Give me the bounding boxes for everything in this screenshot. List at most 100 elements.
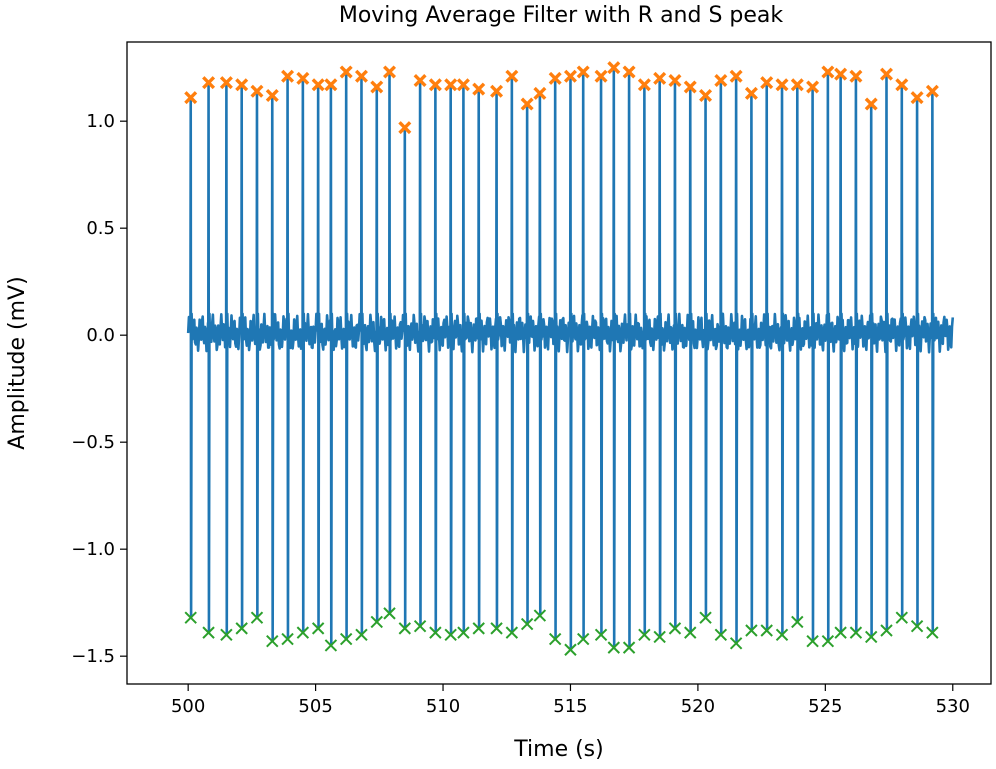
s-peak-marker <box>398 622 412 635</box>
x-tick-label: 500 <box>171 696 205 717</box>
r-peak-marker <box>548 71 562 85</box>
s-peak-marker <box>339 632 353 646</box>
s-peak-marker <box>910 620 924 633</box>
r-peak-marker <box>729 69 743 83</box>
signal-layer <box>186 66 955 652</box>
s-peak-marker <box>638 628 651 641</box>
r-peak-marker <box>925 84 939 98</box>
s-peak-markers <box>184 607 939 656</box>
chart-title: Moving Average Filter with R and S peak <box>339 3 784 28</box>
s-peak-marker <box>684 626 697 639</box>
s-peak-marker <box>429 626 442 639</box>
r-peak-marker <box>653 71 667 85</box>
r-peak-marker <box>683 80 697 94</box>
s-peak-marker <box>520 617 534 631</box>
r-peak-marker <box>637 78 651 92</box>
x-axis-label: Time (s) <box>513 737 603 762</box>
y-tick-label: 0.5 <box>86 218 115 239</box>
s-peak-marker <box>457 626 470 639</box>
r-peak-marker <box>806 80 820 94</box>
s-peak-marker <box>281 632 294 646</box>
s-peak-marker <box>834 626 847 639</box>
ecg-signal-line <box>186 66 955 652</box>
s-peak-marker <box>729 637 743 650</box>
r-peak-marker <box>339 65 353 79</box>
x-tick-label: 520 <box>681 696 715 717</box>
s-peak-marker <box>791 615 804 629</box>
y-tick-label: 0.0 <box>86 325 115 346</box>
r-peak-marker <box>472 82 486 96</box>
r-peak-marker <box>235 78 249 92</box>
x-tick-label: 510 <box>426 696 460 717</box>
r-peak-marker <box>383 65 397 79</box>
s-peak-marker <box>413 620 427 633</box>
y-axis-label: Amplitude (mV) <box>5 276 30 449</box>
s-peak-marker <box>266 634 279 648</box>
r-peak-marker <box>444 78 458 92</box>
r-peak-marker <box>775 78 789 92</box>
s-peak-marker <box>880 624 893 637</box>
s-peak-marker <box>220 628 233 641</box>
r-peak-marker <box>760 76 774 90</box>
r-peak-marker <box>533 86 547 100</box>
s-peak-marker <box>607 641 621 654</box>
r-peak-marker <box>744 86 758 100</box>
r-peak-marker <box>456 78 470 92</box>
r-peak-marker <box>520 97 534 111</box>
s-peak-marker <box>355 628 368 641</box>
r-peak-marker <box>311 78 325 92</box>
s-peak-marker <box>383 607 396 620</box>
s-peak-marker <box>775 628 789 641</box>
s-peak-marker <box>668 622 682 635</box>
s-peak-marker <box>653 630 666 644</box>
s-peak-marker <box>760 624 773 637</box>
r-peak-markers <box>184 61 939 135</box>
s-peak-marker <box>895 611 909 624</box>
r-peak-marker <box>413 74 427 88</box>
s-peak-marker <box>594 628 608 641</box>
s-peak-marker <box>490 622 503 635</box>
r-peak-marker <box>505 69 519 83</box>
y-tick-label: 1.0 <box>86 111 115 132</box>
s-peak-marker <box>184 611 197 624</box>
x-axis: 500 505 510 515 520 525 530 <box>171 684 970 717</box>
r-peak-marker <box>324 78 338 92</box>
s-peak-marker <box>311 622 325 635</box>
y-axis: 1.0 0.5 0.0 −0.5 −1.0 −1.5 <box>71 111 127 667</box>
s-peak-marker <box>235 622 248 635</box>
y-tick-label: −1.5 <box>71 646 115 667</box>
r-peak-marker <box>428 78 442 92</box>
x-tick-label: 525 <box>808 696 842 717</box>
s-peak-marker <box>202 626 215 639</box>
r-peak-marker <box>834 67 848 81</box>
s-peak-marker <box>505 626 519 639</box>
r-peak-marker <box>184 91 198 105</box>
r-peak-marker <box>849 69 863 83</box>
r-peak-marker <box>202 76 216 90</box>
r-peak-marker <box>668 74 682 88</box>
s-peak-marker <box>699 611 712 624</box>
r-peak-marker <box>219 76 233 90</box>
r-peak-marker <box>895 78 909 92</box>
r-peak-marker <box>398 121 412 135</box>
r-peak-marker <box>790 78 804 92</box>
s-peak-marker <box>250 611 264 624</box>
r-peak-marker <box>910 91 924 105</box>
s-peak-marker <box>577 632 590 646</box>
s-peak-marker <box>714 628 728 641</box>
r-peak-marker <box>296 71 310 85</box>
s-peak-marker <box>849 626 863 639</box>
r-peak-marker <box>563 69 577 83</box>
r-peak-marker <box>880 67 893 81</box>
r-peak-marker <box>699 89 713 102</box>
r-peak-marker <box>370 80 384 94</box>
y-tick-label: −1.0 <box>71 539 115 560</box>
s-peak-marker <box>821 634 835 648</box>
s-peak-marker <box>472 622 485 635</box>
r-peak-marker <box>864 97 878 111</box>
s-peak-marker <box>745 624 758 637</box>
y-tick-label: −0.5 <box>71 432 115 453</box>
s-peak-marker <box>444 628 457 641</box>
s-peak-marker <box>548 632 562 646</box>
